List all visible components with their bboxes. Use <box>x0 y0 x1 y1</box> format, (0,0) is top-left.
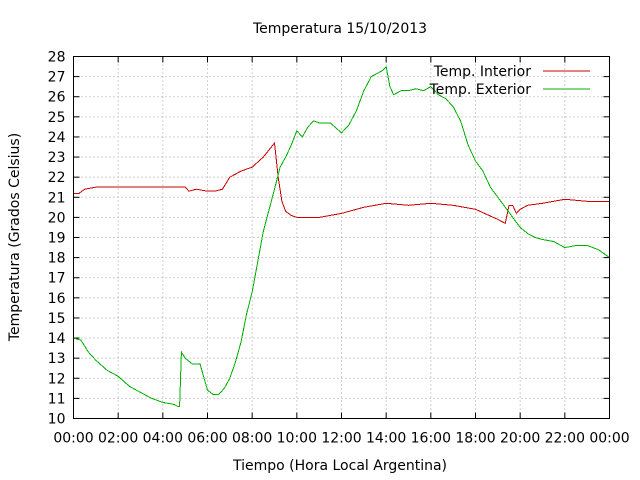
x-tick-label: 12:00 <box>321 431 361 447</box>
y-tick-label: 26 <box>48 90 66 106</box>
x-tick-label: 18:00 <box>455 431 495 447</box>
y-tick-label: 16 <box>48 291 66 307</box>
series-lines <box>73 65 610 407</box>
y-tick-label: 15 <box>48 311 66 327</box>
y-tick-label: 13 <box>48 351 66 367</box>
legend: Temp. Interior Temp. Exterior <box>429 64 590 98</box>
series-line-interior <box>73 141 610 225</box>
x-tick-label: 20:00 <box>500 431 540 447</box>
y-axis-label: Temperatura (Grados Celsius) <box>7 133 23 342</box>
x-tick-label: 08:00 <box>232 431 272 447</box>
y-tick-label: 20 <box>48 210 66 226</box>
x-tick-label: 04:00 <box>143 431 183 447</box>
legend-label-exterior: Temp. Exterior <box>429 82 532 98</box>
y-tick-label: 28 <box>48 50 66 66</box>
x-axis-label: Tiempo (Hora Local Argentina) <box>232 458 447 474</box>
axis-ticks: 00:00 02:00 04:00 06:00 08:00 10:00 12:00 14:00… <box>48 50 630 447</box>
y-tick-label: 10 <box>48 412 66 428</box>
x-tick-label: 22:00 <box>545 431 585 447</box>
series-line-exterior <box>73 65 610 407</box>
y-tick-label: 25 <box>48 110 66 126</box>
x-tick-label: 02:00 <box>98 431 138 447</box>
y-tick-label: 18 <box>48 251 66 267</box>
x-tick-label: 00:00 <box>589 431 629 447</box>
y-tick-label: 24 <box>48 130 66 146</box>
y-tick-label: 27 <box>48 70 66 86</box>
x-tick-label: 16:00 <box>411 431 451 447</box>
y-tick-label: 17 <box>48 271 66 287</box>
y-tick-label: 14 <box>48 331 66 347</box>
x-tick-label: 10:00 <box>277 431 317 447</box>
legend-label-interior: Temp. Interior <box>433 64 532 80</box>
x-tick-label: 06:00 <box>187 431 227 447</box>
y-tick-label: 11 <box>48 391 66 407</box>
plot-frame <box>73 56 610 419</box>
grid <box>73 56 610 419</box>
y-tick-label: 22 <box>48 170 66 186</box>
y-tick-label: 21 <box>48 190 66 206</box>
y-tick-label: 12 <box>48 371 66 387</box>
y-tick-label: 19 <box>48 231 66 247</box>
x-tick-label: 00:00 <box>53 431 93 447</box>
chart-title: Temperatura 15/10/2013 <box>252 21 427 37</box>
y-tick-label: 23 <box>48 150 66 166</box>
x-tick-label: 14:00 <box>366 431 406 447</box>
